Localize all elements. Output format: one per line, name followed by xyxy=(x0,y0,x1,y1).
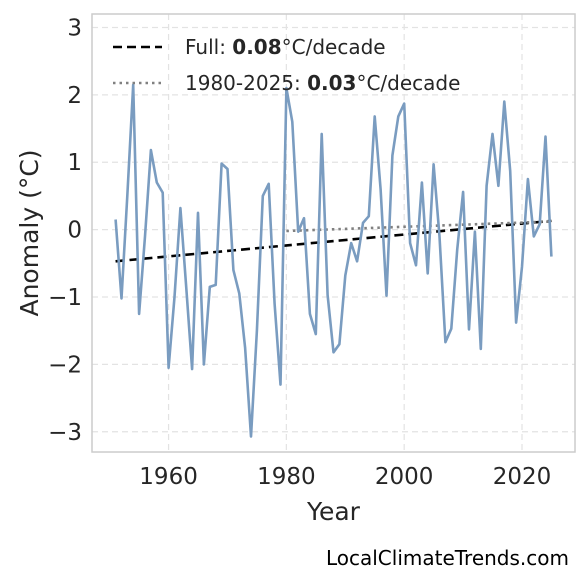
y-tick-label: 3 xyxy=(67,15,82,41)
y-tick-label: 1 xyxy=(67,150,82,176)
x-tick-label: 1980 xyxy=(257,464,316,490)
trend-lines xyxy=(115,219,552,263)
y-tick-label: −3 xyxy=(48,420,82,446)
tick-labels: 1960 1980 2000 2020 −3 −2 −1 0 1 2 3 xyxy=(48,15,551,490)
anomaly-series-line xyxy=(114,83,553,438)
watermark: LocalClimateTrends.com xyxy=(325,546,569,570)
trend-line-full xyxy=(115,219,552,263)
plot-frame xyxy=(91,13,576,453)
y-axis-label: Anomaly (°C) xyxy=(15,149,44,316)
x-tick-label: 1960 xyxy=(139,464,198,490)
y-tick-label: 0 xyxy=(67,218,82,244)
legend-label-recent: 1980-2025: 0.03°C/decade xyxy=(185,71,460,95)
x-axis-label: Year xyxy=(306,497,361,526)
legend: Full: 0.08°C/decade 1980-2025: 0.03°C/dec… xyxy=(113,35,460,95)
y-tick-label: 2 xyxy=(67,83,82,109)
trend-line-recent xyxy=(286,220,552,233)
legend-label-full: Full: 0.08°C/decade xyxy=(185,35,386,59)
x-tick-label: 2000 xyxy=(375,464,434,490)
data-series xyxy=(114,83,553,438)
x-tick-label: 2020 xyxy=(493,464,552,490)
y-tick-label: −2 xyxy=(48,352,82,378)
y-tick-label: −1 xyxy=(48,285,82,311)
